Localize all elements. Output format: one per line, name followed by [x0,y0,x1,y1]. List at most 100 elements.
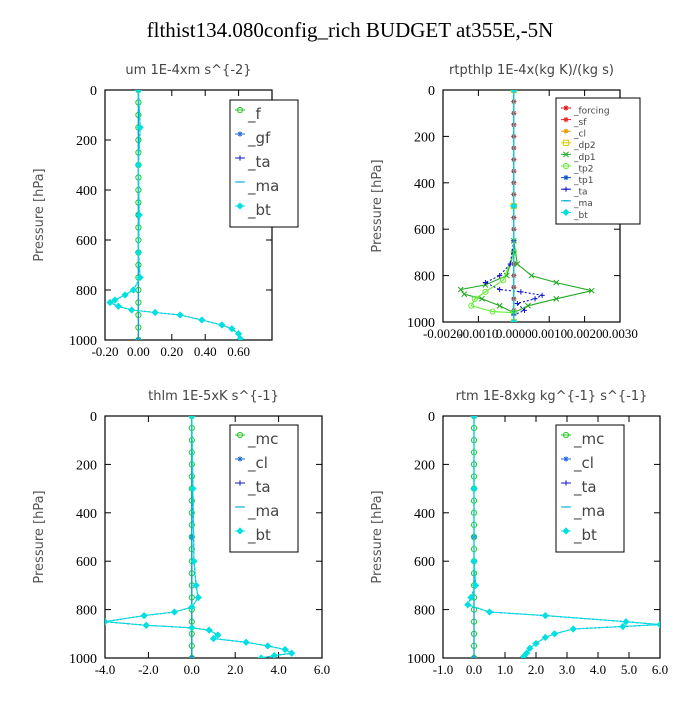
series-point [121,291,129,299]
y-axis-label: Pressure [hPa] [370,490,385,583]
x-tick-label: -2.0 [138,662,159,677]
panel-title: rtpthlp 1E-4x(kg K)/(kg s) [449,63,614,78]
y-tick-label: 1000 [69,652,97,667]
legend: _mc _cl _ta _ma _bt [555,424,625,553]
series-point [136,273,144,282]
legend-entry: _f [247,105,262,124]
legend-entry: _ma [573,199,593,209]
series-point [471,581,480,590]
series-point [619,622,627,631]
series-point [190,557,198,565]
legend-entry: _bt [247,526,271,545]
series-point [189,484,197,493]
series-point [236,335,244,340]
series-point [497,286,503,293]
x-tick-label: 2.0 [528,662,544,677]
x-tick-label: -0.0010 [458,326,498,341]
x-tick-label: 4.0 [270,662,286,677]
series-point [270,651,278,658]
series-point [218,321,226,329]
legend-entry: _cl [247,454,268,473]
series-point [514,300,520,307]
series-point [510,318,518,322]
y-tick-label: 600 [414,555,435,570]
legend-entry: _cl [573,454,594,473]
legend-entry: _tp2 [573,164,593,174]
series-point [470,484,478,493]
series-point [188,624,196,632]
series-point [532,639,540,648]
series-point [470,416,478,420]
series-line-bt [108,90,241,339]
legend-entry: _ta [247,153,271,172]
y-tick-label: 1000 [407,316,435,331]
panel-1: um 1E-4xm s^{-2} Pressure [hPa] -0.20 0.00 0… [32,63,299,359]
series-point [525,302,531,309]
series-point [205,626,213,634]
series-point [457,286,464,293]
x-tick-label: 0.0000 [496,326,532,341]
series-point [553,295,560,302]
panel-title: um 1E-4xm s^{-2} [125,63,251,78]
legend-entry: _tp1 [573,176,593,186]
plot-frame [442,415,661,659]
series-point [569,625,577,633]
series-point [228,325,236,333]
series-line-ta [108,90,241,339]
series-point [467,593,475,602]
y-tick-label: 600 [76,555,97,570]
x-tick-label: 6.0 [652,662,668,677]
y-tick-label: 800 [76,604,97,619]
series-point [482,279,489,286]
x-tick-label: 5.0 [621,662,637,677]
legend-entry: _dp1 [573,153,596,163]
series-point [135,211,143,219]
series-point [471,295,478,302]
page-title: flthist134.080config_rich BUDGET at355E,… [146,18,554,42]
legend-entry: _mc [573,430,604,449]
legend-entry: _dp2 [573,141,596,151]
legend-entry: _bt [573,526,597,545]
legend-entry: _cl [573,130,586,140]
x-tick-label: 0.0020 [567,326,603,341]
series-point [528,272,535,279]
series-point [514,261,521,267]
x-tick-label: 4.0 [590,662,606,677]
series-point [478,295,485,302]
series-point [539,292,545,298]
series-point [136,123,144,132]
x-tick-label: -4.0 [95,662,116,677]
y-axis-label: Pressure [hPa] [32,490,47,583]
series-point [106,298,114,307]
series-point [588,287,595,294]
series-point [105,618,109,626]
series-point [140,612,148,620]
legend: _f _gf _ta _ma _bt [229,99,299,228]
series-point [170,608,179,616]
series-line-dp1 [459,240,592,314]
legend-entry: _ma [573,502,605,521]
legend: _mc _cl _ta _ma _bt [229,424,299,553]
y-tick-label: 1000 [69,334,97,349]
series-point [464,601,472,609]
series-point [257,654,265,658]
y-axis-label: Pressure [hPa] [32,168,47,261]
series-point [482,288,489,295]
x-tick-label: 6.0 [314,662,330,677]
y-tick-label: 800 [76,284,97,299]
series-point [242,638,250,646]
series-point [500,277,507,284]
x-tick-label: 0.0 [184,662,200,677]
series-point [128,306,136,314]
series-point [192,581,200,590]
series-point [541,633,549,642]
series-point [134,161,143,169]
y-tick-label: 400 [414,507,435,522]
panel-title: thlm 1E-5xK s^{-1} [148,389,279,404]
series-point [209,635,218,643]
y-tick-label: 200 [414,130,435,145]
x-tick-label: 3.0 [559,662,575,677]
y-tick-label: 400 [414,177,435,192]
